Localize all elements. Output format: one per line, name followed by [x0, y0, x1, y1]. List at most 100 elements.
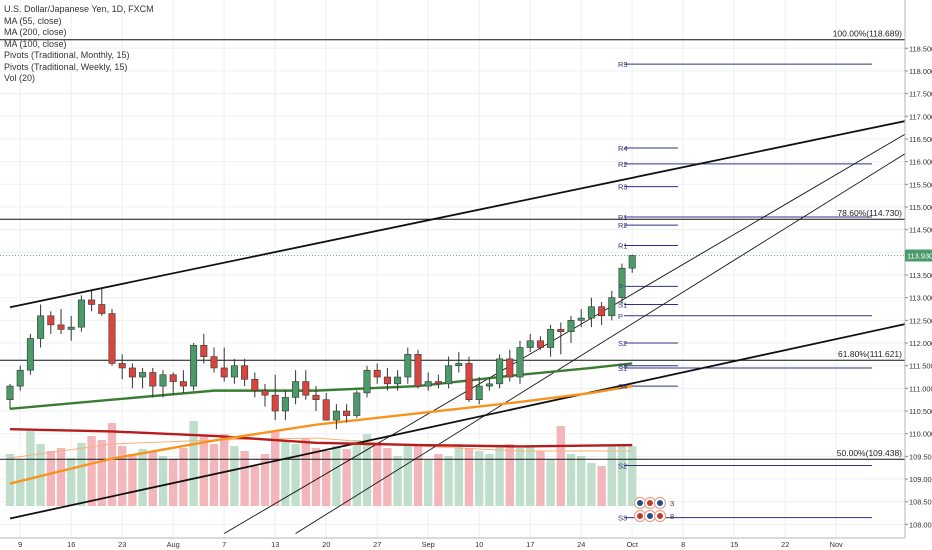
candle-down	[598, 306, 606, 317]
time-tick-label: 10	[475, 540, 483, 549]
volume-bar	[128, 454, 137, 506]
candle-up	[567, 320, 575, 332]
trend-lines[interactable]	[9, 112, 932, 534]
candle-up	[496, 358, 504, 385]
price-tick-label: 116.000	[909, 158, 932, 167]
candle-down	[241, 365, 249, 380]
volume-bar	[138, 449, 147, 506]
volume-bar	[332, 446, 341, 506]
pivot-weekly-label: R1	[618, 242, 628, 251]
trend-line[interactable]	[295, 130, 932, 534]
candle-up	[547, 329, 555, 348]
price-tick-label: 118.500	[909, 44, 932, 53]
pivot-weekly-label: S4	[618, 382, 627, 391]
last-price-tag[interactable]	[905, 249, 932, 262]
event-markers[interactable]: 38	[633, 496, 675, 523]
candle-up	[485, 383, 493, 387]
event-flag-icon	[647, 513, 653, 519]
candle-up	[394, 376, 402, 385]
legend-pivots-weekly[interactable]: Pivots (Traditional, Weekly, 15)	[4, 61, 128, 72]
candle-up	[404, 354, 412, 378]
volume-bar	[566, 454, 576, 506]
trend-line[interactable]	[223, 112, 932, 534]
legend-ma55[interactable]: MA (55, close)	[4, 15, 62, 26]
ma200-line	[9, 427, 633, 448]
legend-volume[interactable]: Vol (20)	[4, 73, 36, 83]
pivot-weekly-label: S1	[618, 300, 627, 309]
volume-bar	[97, 440, 106, 506]
price-tick-label: 117.000	[909, 112, 932, 121]
fib-level-label: 100.00%(118.689)	[833, 29, 902, 39]
volume-bar	[342, 449, 351, 506]
last-price-label: 113.930	[907, 252, 932, 261]
volume-bar	[220, 434, 229, 506]
volume-bar	[5, 454, 15, 506]
price-tick-label: 112.000	[909, 339, 932, 348]
candle-up	[332, 410, 340, 421]
candle-down	[465, 363, 473, 400]
candle-down	[536, 340, 544, 348]
time-tick-label: 22	[781, 540, 789, 549]
candle-down	[312, 394, 320, 400]
pivot-weekly-label: R3	[618, 183, 628, 192]
candle-down	[383, 376, 391, 385]
candle-up	[608, 297, 616, 317]
candle-up	[139, 372, 147, 378]
time-tick-label: 8	[681, 540, 685, 549]
level-labels: 100.00%(118.689) 78.60%(114.730) 61.80%(11…	[618, 29, 902, 523]
candle-down	[169, 374, 177, 382]
price-tick-label: 115.000	[909, 203, 932, 212]
volume-bar	[607, 446, 616, 506]
volume-bar	[250, 466, 259, 506]
ma100-line	[9, 384, 633, 485]
symbol-title[interactable]: U.S. Dollar/Japanese Yen, 1D, FXCM	[4, 4, 154, 14]
indicator-legend: U.S. Dollar/Japanese Yen, 1D, FXCM MA (5…	[4, 4, 154, 85]
trend-line[interactable]	[9, 113, 932, 309]
price-axis[interactable]: 108.000 108.500 109.000 109.500 110.000 110.5…	[904, 0, 932, 550]
candle-down	[88, 299, 96, 305]
candles	[6, 254, 636, 430]
volume-bar	[454, 444, 463, 506]
legend-ma200[interactable]: MA (200, close)	[4, 27, 67, 37]
legend-ma100[interactable]: MA (100, close)	[4, 38, 67, 49]
event-flag-icon	[657, 500, 663, 506]
candle-up	[526, 340, 534, 348]
volume-bar	[597, 466, 606, 506]
volume-bar	[291, 444, 300, 506]
volume-bar	[515, 448, 525, 506]
candle-up	[292, 381, 300, 398]
volume-bars	[5, 421, 637, 506]
candle-up	[475, 385, 483, 400]
candle-up	[424, 381, 432, 387]
candle-down	[414, 354, 422, 387]
volume-bar	[311, 448, 321, 506]
trend-line[interactable]	[9, 316, 932, 520]
legend-pivots-monthly[interactable]: Pivots (Traditional, Monthly, 15)	[4, 50, 130, 60]
time-tick-label: Aug	[167, 540, 180, 549]
volume-bar	[322, 451, 331, 506]
price-tick-label: 117.500	[909, 90, 932, 99]
volume-bar	[495, 446, 504, 506]
time-axis[interactable]: 9 16 23 Aug 7 13 20 27 Sep 10 17 24 Oct 8 15 22 Nov	[0, 537, 932, 550]
candle-down	[149, 372, 157, 387]
candle-down	[108, 313, 116, 364]
candle-down	[322, 399, 330, 421]
price-tick-label: 116.500	[909, 135, 932, 144]
volume-bar	[240, 451, 249, 506]
event-flag-icon	[657, 513, 663, 519]
price-tick-label: 118.000	[909, 67, 932, 76]
candle-down	[210, 356, 218, 369]
volume-bar	[46, 451, 55, 506]
pivot-monthly-label: S1	[618, 364, 627, 373]
event-count-label: 3	[670, 499, 674, 508]
volume-ma-line	[9, 437, 633, 459]
pivot-monthly-label: R2	[618, 160, 628, 169]
price-tick-label: 110.000	[909, 430, 932, 439]
time-tick-label: 15	[730, 540, 738, 549]
volume-bar	[536, 451, 545, 506]
volume-bar	[393, 456, 402, 506]
volume-bar	[556, 426, 565, 506]
price-tick-label: 113.000	[909, 294, 932, 303]
volume-bar	[107, 423, 117, 506]
